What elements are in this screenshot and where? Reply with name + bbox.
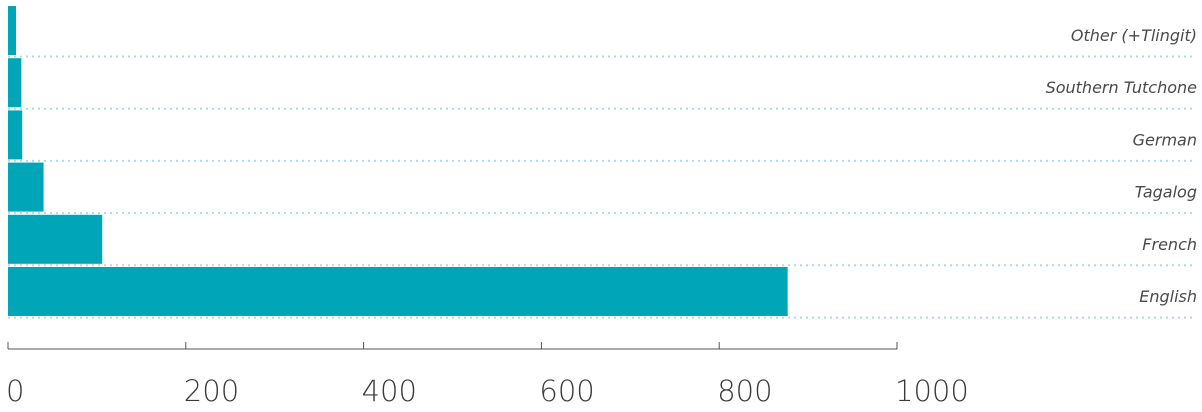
category-label: Tagalog: [1135, 183, 1197, 202]
bar: [8, 110, 23, 160]
x-axis: 0 200 400 600 800 1000: [6, 342, 969, 408]
x-tick-label: 600: [539, 374, 594, 408]
category-label: Southern Tutchone: [1046, 78, 1198, 97]
x-tick-label: 400: [362, 374, 417, 408]
category-label: German: [1133, 130, 1197, 149]
bar: [8, 214, 103, 264]
x-tick-label: 200: [184, 374, 239, 408]
category-label: French: [1142, 235, 1197, 254]
bar: [8, 58, 22, 108]
bar: [8, 267, 788, 316]
x-tick-label: 800: [717, 374, 772, 408]
bar: [8, 162, 44, 212]
chart-rows: Other (+Tlingit) Southern Tutchone German T…: [8, 6, 1198, 319]
x-tick-label: 1000: [895, 374, 969, 408]
category-label: English: [1139, 287, 1197, 306]
category-label: Other (+Tlingit): [1071, 26, 1197, 45]
bar: [8, 6, 17, 55]
x-tick-label: 0: [6, 374, 24, 408]
